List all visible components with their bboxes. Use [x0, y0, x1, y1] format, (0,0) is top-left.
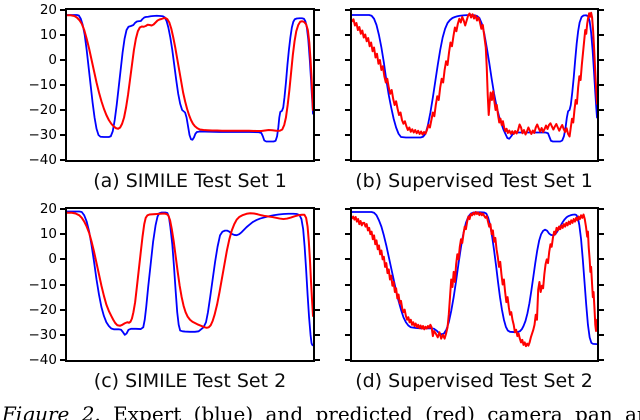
- y-tick-mark: [345, 109, 350, 111]
- y-tick-mark: [599, 359, 604, 361]
- figure-caption-label: Figure 2.: [2, 402, 101, 420]
- y-tick-mark: [60, 9, 65, 11]
- y-tick-label: 20: [39, 2, 57, 18]
- y-tick-mark: [60, 109, 65, 111]
- y-tick-label: −30: [28, 127, 58, 143]
- y-tick-mark: [599, 34, 604, 36]
- y-tick-label: −10: [28, 77, 58, 93]
- y-tick-mark: [315, 208, 320, 210]
- y-tick-mark: [315, 59, 320, 61]
- subplot-b-plot-area: [345, 8, 604, 162]
- y-tick-mark: [345, 9, 350, 11]
- y-tick-label: −10: [28, 276, 58, 293]
- y-tick-mark: [599, 59, 604, 61]
- y-tick-label: −20: [28, 301, 58, 318]
- y-tick-mark: [599, 159, 604, 161]
- figure-caption-text: Expert (blue) and predicted (red) camera…: [113, 402, 640, 420]
- subplot-d-lines: [352, 209, 597, 360]
- y-tick-mark: [345, 159, 350, 161]
- y-tick-label: 10: [39, 27, 57, 43]
- subplot-a-lines: [67, 10, 313, 160]
- y-tick-mark: [599, 308, 604, 311]
- y-tick-mark: [345, 134, 350, 136]
- y-tick-mark: [315, 308, 320, 311]
- y-tick-mark: [599, 233, 604, 236]
- y-tick-mark: [315, 34, 320, 36]
- y-tick-label: 20: [39, 201, 57, 217]
- y-tick-mark: [599, 109, 604, 111]
- y-tick-mark: [60, 208, 65, 210]
- y-tick-mark: [315, 9, 320, 11]
- y-tick-mark: [60, 359, 65, 361]
- y-tick-mark: [599, 134, 604, 136]
- y-tick-mark: [315, 134, 320, 136]
- y-tick-mark: [599, 283, 604, 286]
- y-tick-mark: [315, 283, 320, 286]
- y-tick-mark: [60, 134, 65, 136]
- y-tick-mark: [345, 208, 350, 210]
- figure-caption: Figure 2. Expert (blue) and predicted (r…: [2, 401, 640, 420]
- y-tick-label: 10: [39, 226, 57, 243]
- y-tick-mark: [315, 84, 320, 86]
- subplot-a-plot-area: 20 10 0 −10 −20 −30 −40: [29, 2, 320, 168]
- y-tick-mark: [60, 283, 65, 286]
- subplot-d-plot-area: [345, 207, 604, 362]
- y-tick-mark: [60, 308, 65, 311]
- y-tick-mark: [345, 333, 350, 336]
- y-tick-mark: [60, 59, 65, 61]
- subplot-c-lines: [67, 209, 313, 360]
- y-tick-mark: [599, 84, 604, 86]
- y-tick-mark: [345, 359, 350, 361]
- y-tick-mark: [60, 34, 65, 36]
- subplot-b-lines: [352, 10, 597, 160]
- y-tick-label: −30: [28, 326, 58, 343]
- y-tick-mark: [345, 233, 350, 236]
- y-tick-mark: [599, 258, 604, 261]
- y-tick-mark: [345, 283, 350, 286]
- y-tick-label: 0: [48, 52, 57, 68]
- y-tick-mark: [599, 9, 604, 11]
- subplot-caption-d: (d) Supervised Test Set 2: [355, 370, 593, 392]
- y-tick-label: −40: [28, 352, 58, 368]
- y-tick-mark: [315, 333, 320, 336]
- y-tick-mark: [315, 359, 320, 361]
- y-tick-mark: [60, 233, 65, 236]
- subplot-caption-b: (b) Supervised Test Set 1: [355, 170, 593, 192]
- y-tick-mark: [599, 208, 604, 210]
- y-tick-mark: [60, 84, 65, 86]
- y-tick-mark: [315, 258, 320, 261]
- y-tick-mark: [60, 258, 65, 261]
- y-tick-mark: [315, 159, 320, 161]
- subplot-caption-a: (a) SIMILE Test Set 1: [93, 170, 287, 192]
- subplot-caption-c: (c) SIMILE Test Set 2: [93, 370, 287, 392]
- y-tick-mark: [345, 308, 350, 311]
- y-tick-mark: [315, 233, 320, 236]
- y-tick-mark: [315, 109, 320, 111]
- y-tick-mark: [345, 84, 350, 86]
- y-tick-mark: [345, 258, 350, 261]
- y-tick-mark: [60, 333, 65, 336]
- y-tick-label: −40: [28, 152, 58, 168]
- y-tick-mark: [345, 59, 350, 61]
- y-tick-label: 0: [48, 251, 57, 268]
- y-tick-mark: [599, 333, 604, 336]
- y-tick-mark: [60, 159, 65, 161]
- y-tick-label: −20: [28, 102, 58, 118]
- subplot-c-plot-area: 20 10 0 −10 −20 −30 −40: [29, 201, 320, 368]
- y-tick-mark: [345, 34, 350, 36]
